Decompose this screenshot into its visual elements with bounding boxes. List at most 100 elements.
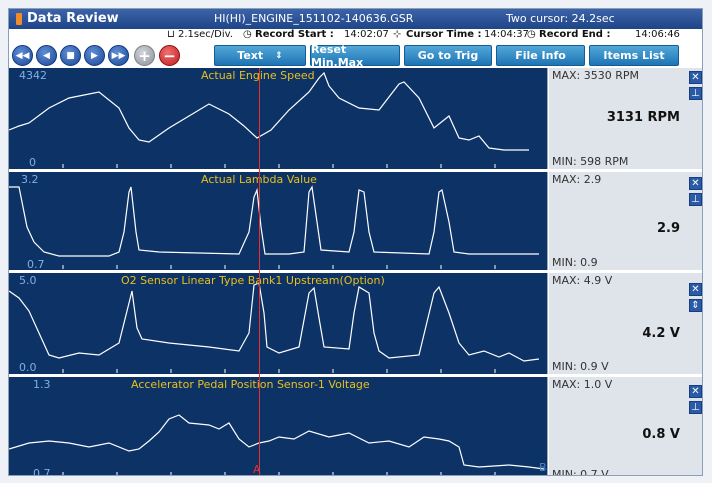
expand-icon: ⊥ (691, 401, 700, 413)
max-value: MAX: 1.0 V (552, 378, 613, 391)
expand-icon: ⊥ (691, 193, 700, 205)
close-panel-button[interactable]: ✕ (689, 385, 702, 398)
axis-max: 3.2 (21, 173, 39, 186)
step-back-button[interactable]: ◀ (36, 45, 57, 66)
record-end: 14:06:46 (635, 29, 680, 40)
step-forward-icon: ▶ (91, 50, 98, 61)
stop-icon: ■ (66, 50, 75, 61)
max-value: MAX: 2.9 (552, 173, 602, 186)
time-div-icon: ⊔ (167, 29, 175, 40)
axis-max: 4342 (19, 69, 47, 82)
items-list-button[interactable]: Items List (589, 45, 679, 66)
record-info-bar: ⊔ 2.1sec/Div. ◷ Record Start : 14:02:07 … (9, 29, 702, 42)
panel-separator (9, 270, 702, 273)
graph-panel-accelerator: 1.3 0.7 Accelerator Pedal Position Senso… (9, 377, 702, 476)
zoom-out-button[interactable]: − (159, 45, 180, 66)
graph-panel-engine-speed: 4342 0 Actual Engine Speed MAX: 3530 RPM… (9, 68, 702, 169)
axis-min: 0.7 (27, 258, 45, 270)
current-value: 0.8 V (642, 427, 680, 442)
step-forward-button[interactable]: ▶ (84, 45, 105, 66)
expand-icon: ⊥ (691, 87, 700, 99)
panel-title: Actual Engine Speed (201, 69, 315, 82)
trace-svg: 3.2 0.7 Actual Lambda Value (9, 173, 539, 270)
file-name: HI(HI)_ENGINE_151102-140636.GSR (214, 12, 414, 25)
value-side-panel: MAX: 2.9 2.9 MIN: 0.9 ✕ ⊥ (549, 172, 702, 270)
close-icon: ✕ (691, 283, 700, 295)
min-value: MIN: 0.7 V (552, 468, 609, 476)
value-side-panel: MAX: 1.0 V 0.8 V MIN: 0.7 V ✕ ⊥ (549, 377, 702, 476)
axis-min: 0 (29, 156, 36, 169)
graph-panel-lambda: 3.2 0.7 Actual Lambda Value MAX: 2.9 2.9… (9, 172, 702, 270)
close-icon: ✕ (691, 385, 700, 397)
min-value: MIN: 0.9 V (552, 360, 609, 373)
panel-separator (9, 374, 702, 377)
expand-panel-button[interactable]: ⊥ (689, 193, 702, 206)
plot-area[interactable]: 5.0 0.0 O2 Sensor Linear Type Bank1 Upst… (9, 273, 548, 374)
plus-icon: + (138, 46, 151, 65)
trace-svg: 1.3 0.7 Accelerator Pedal Position Senso… (9, 378, 547, 476)
fast-forward-button[interactable]: ▶▶ (108, 45, 129, 66)
file-info-button[interactable]: File Info (496, 45, 585, 66)
value-side-panel: MAX: 4.9 V 4.2 V MIN: 0.9 V ✕ ⇕ (549, 273, 702, 374)
fast-forward-icon: ▶▶ (111, 50, 126, 61)
max-value: MAX: 4.9 V (552, 274, 613, 287)
text-mode-select[interactable]: Text ⇕ (214, 45, 306, 66)
clock-end-icon: ◷ (527, 29, 536, 40)
step-back-icon: ◀ (43, 50, 50, 61)
close-icon: ✕ (691, 71, 700, 83)
panel-title: O2 Sensor Linear Type Bank1 Upstream(Opt… (121, 274, 385, 287)
rewind-button[interactable]: ◀◀ (12, 45, 33, 66)
value-side-panel: MAX: 3530 RPM 3131 RPM MIN: 598 RPM ✕ ⊥ (549, 68, 702, 169)
cursor-mode: Two cursor: 24.2sec (506, 12, 615, 25)
resize-panel-button[interactable]: ⇕ (689, 299, 702, 312)
toolbar: ◀◀ ◀ ■ ▶ ▶▶ + − Text ⇕ Reset Min.Max Go t… (9, 42, 702, 69)
cursor-line-a[interactable] (259, 68, 260, 475)
stop-button[interactable]: ■ (60, 45, 81, 66)
plot-area[interactable]: 1.3 0.7 Accelerator Pedal Position Senso… (9, 377, 548, 476)
cursor-time-label: Cursor Time : (406, 29, 482, 40)
axis-max: 5.0 (19, 274, 37, 287)
go-to-trig-button[interactable]: Go to Trig (404, 45, 492, 66)
current-value: 4.2 V (642, 326, 680, 341)
cursor-a-label: A (253, 463, 261, 476)
plot-area[interactable]: 4342 0 Actual Engine Speed (9, 68, 548, 169)
resize-icon: ⇕ (691, 299, 700, 311)
min-value: MIN: 598 RPM (552, 155, 629, 168)
app-icon (16, 13, 22, 25)
cursor-time: 14:04:37 (484, 29, 529, 40)
trace-svg: 5.0 0.0 O2 Sensor Linear Type Bank1 Upst… (9, 274, 540, 374)
time-div: 2.1sec/Div. (178, 29, 233, 40)
record-start-label: Record Start : (255, 29, 334, 40)
close-panel-button[interactable]: ✕ (689, 283, 702, 296)
text-mode-label: Text (237, 49, 264, 62)
record-end-label: Record End : (539, 29, 611, 40)
clock-icon: ◷ (243, 29, 252, 40)
trace-svg: 4342 0 Actual Engine Speed (9, 69, 529, 169)
close-panel-button[interactable]: ✕ (689, 177, 702, 190)
current-value: 2.9 (656, 221, 680, 236)
panel-title: Accelerator Pedal Position Sensor-1 Volt… (131, 378, 370, 391)
rewind-icon: ◀◀ (15, 50, 30, 61)
expand-panel-button[interactable]: ⊥ (689, 401, 702, 414)
current-value: 3131 RPM (606, 110, 680, 125)
reset-minmax-button[interactable]: Reset Min.Max (310, 43, 400, 69)
close-panel-button[interactable]: ✕ (689, 71, 702, 84)
plot-area[interactable]: 3.2 0.7 Actual Lambda Value (9, 172, 548, 270)
axis-min: 0.0 (19, 361, 37, 374)
graph-panel-o2-sensor: 5.0 0.0 O2 Sensor Linear Type Bank1 Upst… (9, 273, 702, 374)
zoom-in-button[interactable]: + (134, 45, 155, 66)
window-title: Data Review (27, 11, 119, 26)
updown-icon: ⇕ (275, 50, 283, 61)
axis-min: 0.7 (33, 467, 51, 476)
panel-separator (9, 169, 702, 172)
title-bar: Data Review HI(HI)_ENGINE_151102-140636.… (9, 9, 702, 29)
record-start: 14:02:07 (344, 29, 389, 40)
expand-panel-button[interactable]: ⊥ (689, 87, 702, 100)
data-review-window: Data Review HI(HI)_ENGINE_151102-140636.… (8, 8, 703, 476)
axis-max: 1.3 (33, 378, 51, 391)
cursor-b-label: B (539, 461, 547, 474)
minus-icon: − (163, 46, 176, 65)
close-icon: ✕ (691, 177, 700, 189)
crosshair-icon: ⊹ (393, 29, 402, 40)
min-value: MIN: 0.9 (552, 256, 598, 269)
